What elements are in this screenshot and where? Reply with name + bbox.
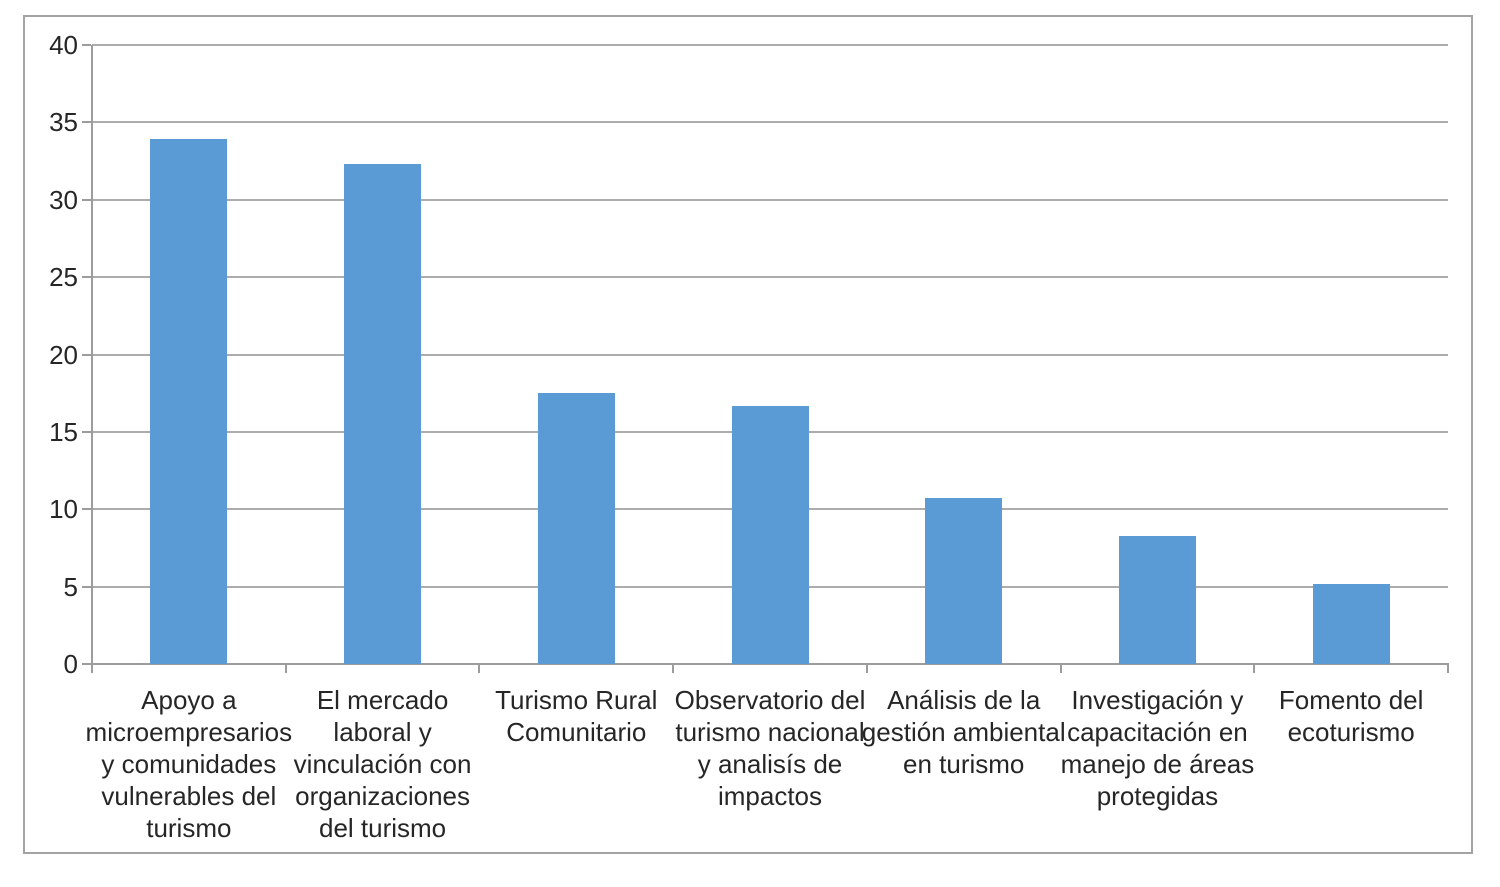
x-tick-label: Fomento del ecoturismo	[1278, 685, 1424, 747]
x-axis-tick	[478, 664, 481, 673]
y-axis-tick	[82, 508, 91, 511]
x-tick-label: Investigación y capacitación en manejo d…	[1060, 685, 1255, 811]
bar-4	[731, 405, 809, 664]
bar-3	[537, 393, 615, 664]
x-axis-tick	[284, 664, 287, 673]
y-axis-tick	[82, 276, 91, 279]
x-tick-label: El mercado laboral y vinculación con org…	[293, 685, 472, 843]
x-axis-tick	[91, 664, 93, 673]
y-tick-label: 15	[49, 416, 78, 447]
bar-1	[150, 139, 228, 664]
y-tick-label: 20	[49, 339, 78, 370]
gridline-20	[92, 353, 1448, 356]
y-tick-label: 25	[49, 262, 78, 293]
x-axis-tick	[865, 664, 868, 673]
bar-2	[344, 164, 422, 664]
bar-6	[1118, 535, 1196, 664]
x-axis-tick	[1253, 664, 1256, 673]
y-tick-label: 30	[49, 184, 78, 215]
x-axis-tick	[1447, 664, 1449, 673]
y-tick-label: 5	[63, 571, 78, 602]
x-tick-label: Apoyo a microempresarios y comunidades v…	[85, 685, 293, 843]
gridline-25	[92, 276, 1448, 279]
y-tick-label: 40	[49, 30, 78, 60]
gridline-30	[92, 198, 1448, 201]
x-tick-label: Turismo Rural Comunitario	[495, 685, 658, 747]
bar-5	[925, 498, 1003, 664]
y-axis-tick	[82, 585, 91, 588]
y-tick-label: 0	[63, 649, 78, 679]
y-axis-tick	[82, 121, 91, 124]
bar-7	[1312, 583, 1390, 664]
y-tick-label: 35	[49, 107, 78, 138]
y-axis-tick	[82, 198, 91, 201]
x-axis-line	[91, 663, 1449, 665]
y-axis-tick	[82, 430, 91, 433]
y-axis-line	[91, 45, 93, 664]
gridline-40	[92, 44, 1448, 46]
x-tick-label: Observatorio del turismo nacional y anal…	[674, 685, 866, 811]
y-tick-label: 10	[49, 494, 78, 525]
x-axis-tick	[672, 664, 675, 673]
y-axis-tick	[82, 353, 91, 356]
y-axis-tick	[82, 663, 91, 665]
x-tick-label: Análisis de la gestión ambiental en turi…	[861, 685, 1066, 779]
x-axis-tick	[1059, 664, 1062, 673]
gridline-35	[92, 121, 1448, 124]
y-axis-tick	[82, 44, 91, 46]
